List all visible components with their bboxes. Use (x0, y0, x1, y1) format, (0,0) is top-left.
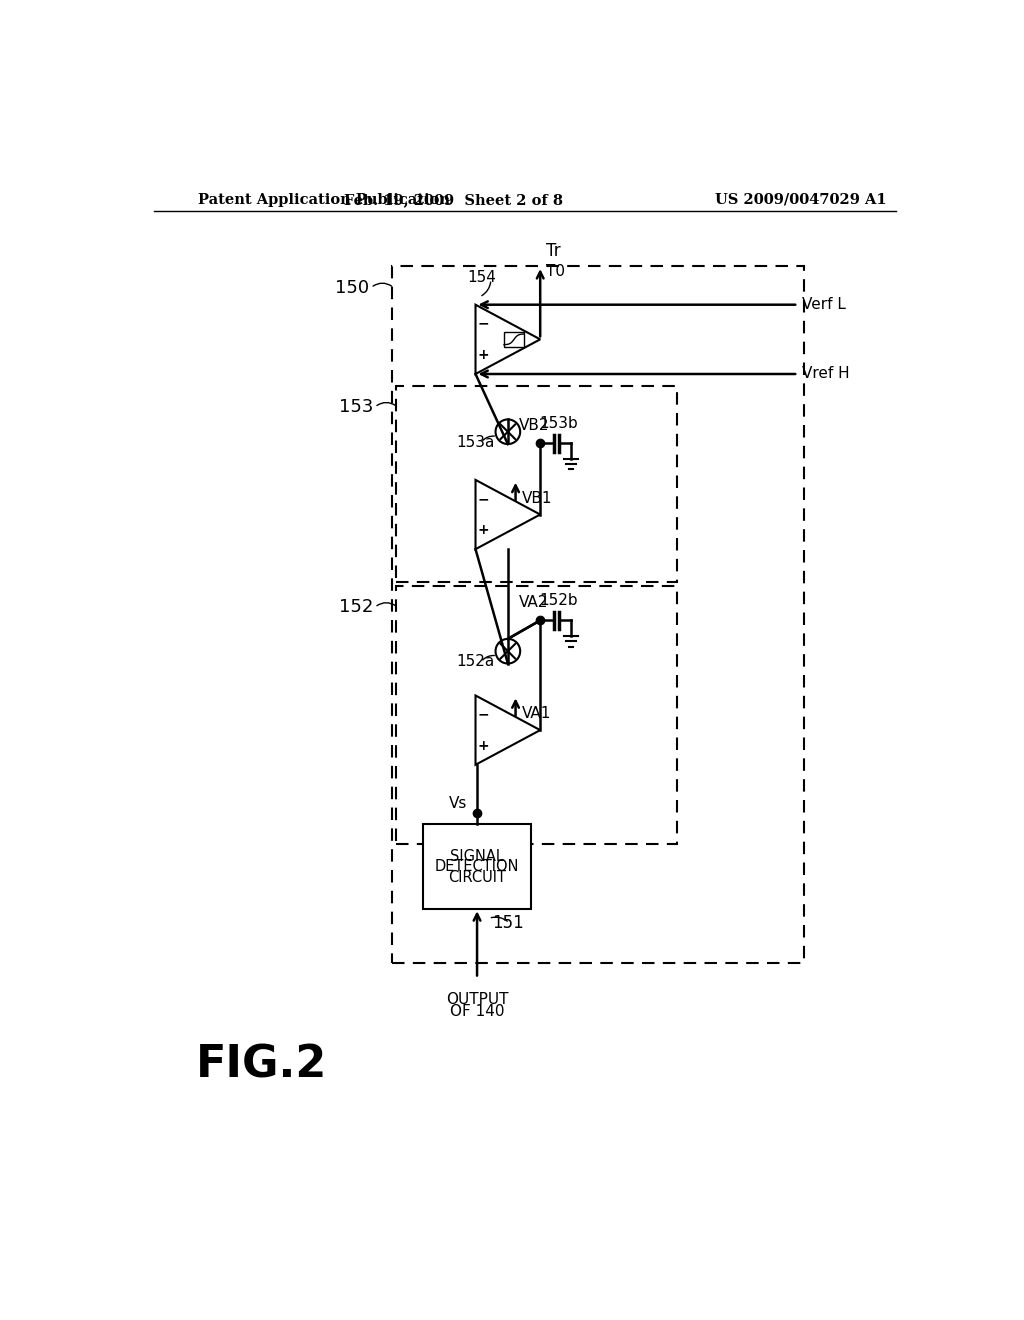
Text: Verf L: Verf L (802, 297, 846, 313)
Text: 153b: 153b (539, 416, 578, 430)
Text: −: − (477, 492, 489, 506)
Text: CIRCUIT: CIRCUIT (449, 870, 506, 886)
Text: 152a: 152a (457, 655, 495, 669)
Text: OF 140: OF 140 (450, 1005, 504, 1019)
Bar (504, 331, 524, 347)
Bar (396, 586, 677, 843)
Text: VA2: VA2 (519, 594, 549, 610)
Text: +: + (477, 348, 489, 362)
Text: 151: 151 (492, 913, 523, 932)
Bar (396, 385, 677, 582)
Text: +: + (477, 739, 489, 752)
Text: US 2009/0047029 A1: US 2009/0047029 A1 (715, 193, 887, 207)
Text: DETECTION: DETECTION (435, 859, 519, 874)
Text: Vref H: Vref H (802, 367, 850, 381)
Text: 150: 150 (335, 279, 370, 297)
Text: Patent Application Publication: Patent Application Publication (199, 193, 451, 207)
Text: Vs: Vs (449, 796, 467, 812)
Text: FIG.2: FIG.2 (196, 1044, 327, 1086)
Bar (423, 825, 531, 909)
Text: 153: 153 (339, 399, 374, 416)
Text: VB1: VB1 (521, 491, 552, 506)
Text: Tr: Tr (547, 242, 561, 260)
Text: VB2: VB2 (519, 417, 549, 433)
Text: −: − (477, 317, 489, 331)
Text: +: + (477, 523, 489, 537)
Text: T0: T0 (547, 264, 565, 279)
Text: OUTPUT: OUTPUT (445, 991, 508, 1007)
Text: 154: 154 (467, 271, 497, 285)
Text: SIGNAL: SIGNAL (451, 849, 504, 863)
Text: 152b: 152b (539, 593, 578, 609)
Text: Feb. 19, 2009  Sheet 2 of 8: Feb. 19, 2009 Sheet 2 of 8 (344, 193, 563, 207)
Text: −: − (477, 708, 489, 722)
Text: 153a: 153a (457, 436, 495, 450)
Text: VA1: VA1 (521, 706, 551, 722)
Text: 152: 152 (339, 598, 374, 616)
Bar (392, 267, 804, 964)
